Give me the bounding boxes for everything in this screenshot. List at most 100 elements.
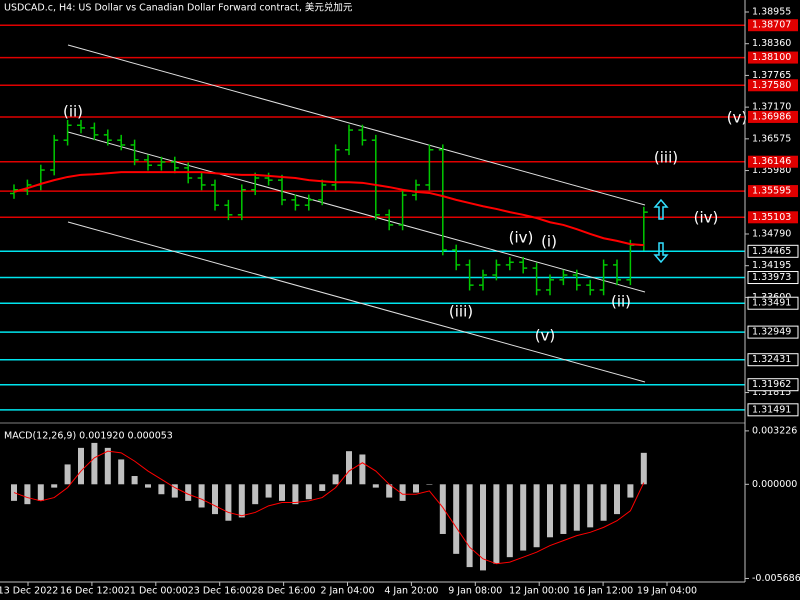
- macd-histogram-bar: [399, 484, 406, 501]
- level-label-box: [748, 19, 798, 32]
- macd-histogram-bar: [627, 484, 634, 498]
- x-tick-label: 2 Jan 04:00: [320, 586, 374, 597]
- macd-histogram-bar: [547, 484, 553, 538]
- level-label-box: [748, 51, 798, 64]
- macd-tick-label: 0.000000: [752, 479, 797, 490]
- channel-line: [67, 44, 646, 206]
- macd-tick-label: 0.003226: [752, 425, 797, 436]
- x-tick-label: 21 Dec 00:00: [124, 586, 188, 597]
- x-tick-label: 16 Jan 12:00: [573, 586, 633, 597]
- level-label-box: [747, 244, 799, 258]
- macd-histogram-bar: [212, 484, 218, 515]
- level-label-box: [748, 155, 798, 168]
- macd-tick-label: -0.005686: [752, 573, 800, 584]
- wave-label: (v): [727, 109, 748, 127]
- macd-signal: [13, 450, 645, 565]
- level-label: 1.35103: [752, 212, 791, 223]
- macd-histogram-bar: [104, 447, 111, 485]
- y-tick-label: 1.31815: [752, 387, 791, 398]
- macd-histogram-bar: [560, 484, 567, 534]
- x-tick-label: 28 Dec 16:00: [252, 586, 316, 597]
- wave-label: (iii): [449, 303, 473, 321]
- level-label: 1.32949: [752, 327, 791, 338]
- level-label-box: [747, 271, 799, 285]
- macd-histogram-bar: [91, 442, 98, 485]
- level-label: 1.38707: [752, 20, 791, 31]
- level-label: 1.32431: [752, 354, 791, 365]
- x-tick-label: 9 Jan 08:00: [448, 586, 502, 597]
- x-tick-label: 13 Dec 2022: [0, 586, 58, 597]
- level-label: 1.33491: [752, 298, 791, 309]
- wave-label: (iv): [509, 229, 534, 247]
- wave-label: (i): [541, 233, 557, 251]
- price-bars: [10, 119, 648, 296]
- macd-histogram-bar: [533, 484, 540, 548]
- macd-histogram-bar: [346, 451, 352, 485]
- wave-label: (iii): [654, 149, 678, 167]
- macd-histogram-bar: [279, 484, 285, 501]
- down-arrow: [653, 242, 669, 264]
- macd-histogram-bar: [64, 464, 71, 485]
- macd-histogram-bar: [292, 484, 299, 505]
- macd-histogram-bar: [372, 484, 379, 488]
- level-label-box: [747, 378, 799, 392]
- level-label-box: [748, 79, 798, 92]
- level-label: 1.36986: [752, 111, 791, 122]
- macd-histogram-bar: [493, 484, 500, 564]
- macd-histogram-bar: [37, 484, 44, 501]
- macd-histogram-bar: [238, 484, 245, 518]
- macd-histogram-bar: [305, 484, 312, 500]
- level-label-box: [748, 211, 798, 224]
- macd-histogram-bar: [520, 484, 527, 551]
- level-label: 1.33973: [752, 272, 791, 283]
- macd-histogram-bar: [265, 484, 272, 498]
- levels-layer: 1.38955 1.38360 1.37765 1.37170 1.36575 1.359…: [0, 6, 799, 417]
- level-label: 1.38100: [752, 52, 791, 63]
- x-tick-label: 4 Jan 20:00: [384, 586, 438, 597]
- macd-histogram-bar: [185, 484, 192, 501]
- x-tick-label: 12 Jan 00:00: [509, 586, 569, 597]
- macd-label: MACD(12,26,9) 0.001920 0.000053: [4, 431, 173, 442]
- level-label-box: [748, 185, 798, 198]
- x-tick-label: 19 Jan 04:00: [637, 586, 697, 597]
- level-label-box: [748, 110, 798, 123]
- chart-title: USDCAD.c, H4: US Dollar vs Canadian Doll…: [4, 2, 353, 14]
- macd-histogram-bar: [319, 484, 326, 491]
- level-label: 1.36146: [752, 156, 791, 167]
- x-tick-label: 23 Dec 16:00: [188, 586, 252, 597]
- level-label: 1.35595: [752, 186, 791, 197]
- macd-histogram-bar: [573, 484, 580, 531]
- wave-label: (v): [535, 327, 556, 345]
- y-tick-label: 1.36575: [752, 133, 791, 144]
- macd-histogram-bar: [252, 484, 259, 505]
- macd-histogram-bar: [198, 484, 205, 508]
- wave-label: (iv): [694, 209, 719, 227]
- level-label: 1.31962: [752, 379, 791, 390]
- macd-histogram-bar: [426, 484, 433, 485]
- moving-average: [13, 171, 644, 247]
- macd-histogram-bar: [171, 484, 178, 498]
- y-tick-label: 1.34195: [752, 260, 791, 271]
- macd-histogram-bar: [587, 484, 594, 528]
- macd-histogram-bar: [225, 484, 232, 521]
- up-arrow: [653, 198, 669, 220]
- macd-histogram-bar: [439, 484, 446, 534]
- level-label-box: [747, 296, 799, 310]
- level-label: 1.37580: [752, 80, 791, 91]
- macd-histogram-bar: [78, 447, 84, 485]
- macd-histogram-bar: [51, 484, 58, 488]
- y-tick-label: 1.37170: [752, 102, 791, 113]
- y-tick-label: 1.38360: [752, 38, 791, 49]
- wave-label: (ii): [63, 103, 83, 121]
- y-tick-label: 1.35980: [752, 165, 791, 176]
- x-tick-label: 16 Dec 12:00: [60, 586, 124, 597]
- macd-histogram-bar: [614, 484, 620, 515]
- macd-histogram-bar: [480, 484, 486, 571]
- level-label-box: [747, 403, 799, 417]
- macd-histogram-bar: [640, 452, 647, 485]
- macd-histogram-bar: [600, 484, 607, 521]
- macd-histogram-bar: [131, 476, 138, 485]
- macd-histogram-bar: [359, 454, 366, 485]
